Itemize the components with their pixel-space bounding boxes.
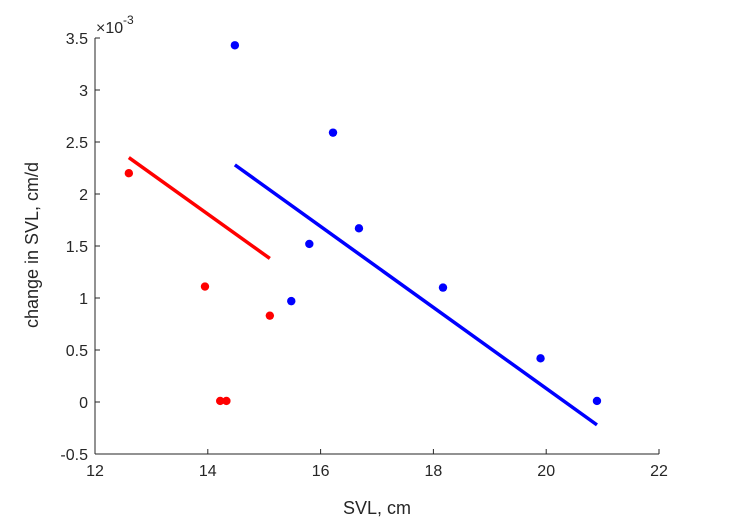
ticks: 12 14 16 18 20 22 -0.5 0 0.5 1 1.5 2 2.5 3 3.5 [60,31,668,480]
x-tick-label: 22 [650,463,668,480]
data-point-series-2 [592,396,602,406]
x-tick-label: 12 [86,463,104,480]
data-point-series-2 [287,296,296,306]
y-tick-label: 0.5 [66,343,88,360]
y-exponent-power: -3 [123,13,134,27]
data-point-series-2 [328,128,338,137]
y-tick-label: 1.5 [66,239,88,256]
data-points [124,41,602,406]
fit-line-series-1 [127,156,271,260]
data-point-series-2 [354,224,364,233]
y-tick-label: 2 [79,187,88,204]
fit-line-series-2 [233,163,598,427]
data-point-series-2 [305,239,314,249]
y-exponent-base: ×10 [96,20,123,37]
y-tick-label: -0.5 [60,447,88,464]
y-tick-label: 3 [79,83,88,100]
x-tick-label: 20 [537,463,555,480]
data-point-series-2 [536,354,545,363]
y-exponent-label: ×10 -3 [96,13,134,37]
axes [94,38,659,455]
data-point-series-2 [438,283,448,292]
x-axis-title: SVL, cm [343,498,411,518]
y-tick-label: 0 [79,395,88,412]
y-tick-label: 2.5 [66,135,88,152]
y-tick-label: 1 [79,291,88,308]
data-point-series-1 [200,282,210,291]
fit-lines [127,156,598,427]
y-axis-title: change in SVL, cm/d [22,162,42,328]
data-point-series-1 [265,311,275,320]
data-point-series-1 [124,169,134,178]
y-tick-label: 3.5 [66,31,88,48]
x-tick-label: 16 [312,463,330,480]
data-point-series-1 [216,396,225,406]
x-tick-label: 14 [199,463,217,480]
data-point-series-1 [222,396,231,406]
data-point-series-2 [230,41,240,50]
x-tick-label: 18 [425,463,443,480]
